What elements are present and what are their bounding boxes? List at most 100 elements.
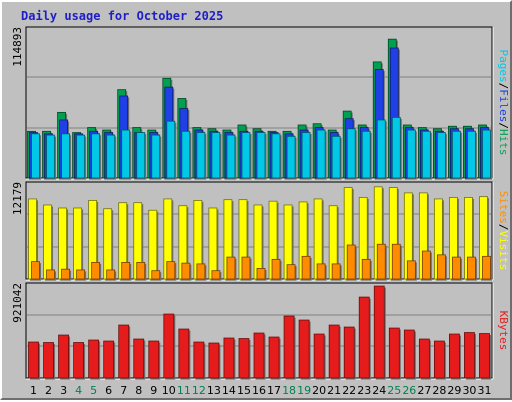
- sites-bar: [316, 263, 326, 280]
- sites-bar: [406, 260, 416, 280]
- kbytes-bar: [449, 333, 460, 379]
- separator: /: [497, 83, 510, 90]
- series-side-label: KBytes: [497, 311, 510, 351]
- pages-bar: [31, 133, 40, 179]
- sites-bar: [166, 261, 176, 280]
- kbytes-bar: [118, 324, 130, 379]
- sites-bar: [301, 255, 311, 280]
- pages-bar: [46, 134, 55, 179]
- kbytes-bar: [433, 340, 445, 379]
- visits-bar: [208, 207, 218, 280]
- side-label-part: Visits: [497, 231, 510, 271]
- kbytes-bar: [238, 338, 250, 379]
- sites-bar: [31, 261, 40, 280]
- kbytes-bar: [313, 333, 325, 379]
- day-label: 27: [417, 384, 431, 397]
- kbytes-bar: [268, 336, 280, 379]
- pages-bar: [271, 133, 281, 179]
- kbytes-bar: [73, 342, 85, 379]
- sites-bar: [361, 258, 371, 280]
- sites-bar: [181, 262, 191, 280]
- day-label: 30: [462, 384, 476, 397]
- kbytes-bar: [133, 338, 145, 379]
- day-label: 24: [372, 384, 386, 397]
- visits-bar: [43, 204, 52, 280]
- series-side-label: Sites/Visits: [497, 191, 510, 271]
- kbytes-bar: [298, 319, 310, 379]
- visits-bar: [103, 208, 113, 280]
- series-side-label: Pages/Files/Hits: [497, 50, 510, 156]
- pages-bar: [421, 130, 431, 179]
- day-label: 20: [312, 384, 326, 397]
- day-label: 18: [282, 384, 296, 397]
- side-label-part: Pages: [497, 50, 510, 83]
- day-label: 4: [75, 384, 82, 397]
- separator: /: [497, 122, 510, 129]
- sites-bar: [421, 250, 431, 280]
- pages-bar: [256, 132, 266, 179]
- sites-bar: [346, 244, 356, 280]
- pages-bar: [316, 129, 326, 179]
- day-label: 1: [30, 384, 37, 397]
- pages-bar: [286, 135, 296, 179]
- kbytes-bar: [103, 340, 115, 379]
- kbytes-bar: [58, 334, 69, 379]
- day-label: 3: [60, 384, 67, 397]
- sites-bar: [286, 264, 296, 280]
- sites-bar: [391, 243, 401, 280]
- day-label: 14: [222, 384, 236, 397]
- pages-bar: [482, 129, 491, 179]
- kbytes-bar: [163, 313, 175, 379]
- day-label: 9: [150, 384, 157, 397]
- day-label: 6: [105, 384, 112, 397]
- kbytes-bar: [418, 338, 430, 379]
- day-label: 29: [447, 384, 461, 397]
- day-label: 23: [357, 384, 371, 397]
- day-label: 17: [267, 384, 281, 397]
- sites-bar: [151, 270, 161, 280]
- chart-title: Daily usage for October 2025: [21, 9, 224, 23]
- side-label-part: Hits: [497, 129, 510, 156]
- day-label: 31: [477, 384, 491, 397]
- day-label: 19: [297, 384, 311, 397]
- kbytes-bar: [253, 332, 265, 379]
- pages-bar: [76, 134, 86, 179]
- kbytes-bar: [88, 339, 100, 379]
- kbytes-bar: [208, 342, 220, 379]
- pages-bar: [452, 130, 461, 179]
- side-label-part: Sites: [497, 191, 510, 224]
- pages-bar: [106, 134, 116, 179]
- sites-bar: [436, 254, 446, 280]
- pages-bar: [121, 129, 131, 179]
- day-label: 28: [432, 384, 446, 397]
- day-label: 2: [45, 384, 52, 397]
- pages-bar: [61, 133, 70, 179]
- sites-bar: [226, 256, 236, 280]
- pages-bar: [151, 134, 161, 179]
- kbytes-bar: [403, 329, 415, 379]
- sites-bar: [271, 258, 281, 280]
- sites-bar: [241, 256, 251, 280]
- sites-bar: [61, 268, 70, 280]
- sites-bar: [331, 263, 341, 280]
- day-label: 8: [135, 384, 142, 397]
- visits-bar: [253, 204, 263, 280]
- day-label: 22: [342, 384, 356, 397]
- pages-bar: [211, 132, 221, 179]
- y-axis-max-label: 114893: [11, 27, 24, 67]
- sites-bar: [76, 269, 86, 280]
- pages-bar: [467, 130, 476, 179]
- day-label: 21: [327, 384, 341, 397]
- sites-bar: [46, 269, 55, 280]
- kbytes-bar: [464, 332, 475, 379]
- day-label: 26: [402, 384, 416, 397]
- side-label-part: Files: [497, 89, 510, 122]
- pages-bar: [181, 130, 191, 179]
- kbytes-bar: [358, 296, 370, 379]
- day-label: 12: [192, 384, 206, 397]
- day-label: 13: [207, 384, 221, 397]
- sites-bar: [256, 268, 266, 280]
- kbytes-bar: [43, 342, 54, 379]
- sites-bar: [91, 261, 101, 280]
